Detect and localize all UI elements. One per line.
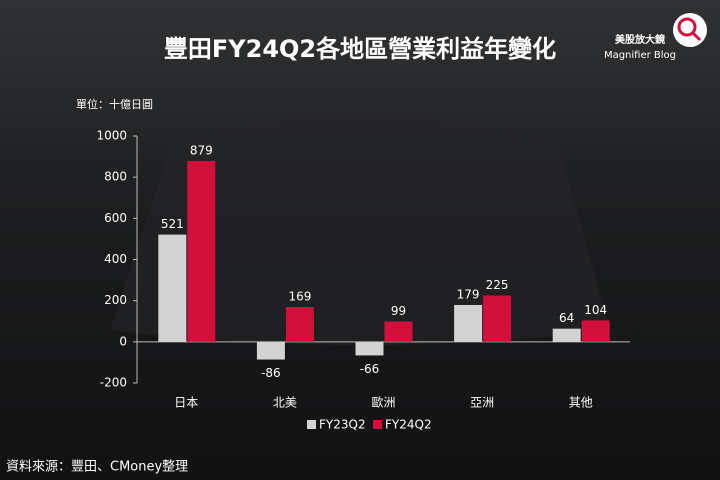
value-label: 521 xyxy=(161,217,184,231)
car-silhouette xyxy=(110,115,610,345)
legend-swatch xyxy=(307,420,316,429)
source: 資料來源：豐田、CMoney整理 xyxy=(6,460,188,475)
value-label: 99 xyxy=(391,304,406,318)
chart-title: 豐田FY24Q2各地區營業利益年變化 xyxy=(164,35,556,63)
brand-logo xyxy=(677,17,697,37)
bar xyxy=(355,341,384,356)
y-tick-label: 200 xyxy=(104,293,127,307)
value-label: -66 xyxy=(360,362,380,376)
value-label: 225 xyxy=(486,278,509,292)
bar xyxy=(581,320,610,342)
y-tick-label: 0 xyxy=(119,334,127,348)
bar xyxy=(552,328,581,342)
unit-label: 單位：十億日圓 xyxy=(76,97,153,111)
x-tick-label: 亞洲 xyxy=(470,396,494,410)
x-tick-label: 其他 xyxy=(569,396,593,410)
bar xyxy=(285,307,314,342)
legend-label: FY23Q2 xyxy=(319,418,366,432)
bar xyxy=(187,160,216,342)
bar xyxy=(483,295,512,342)
y-tick-label: 600 xyxy=(104,211,127,225)
value-label: 104 xyxy=(584,303,607,317)
bar xyxy=(384,321,413,342)
y-tick-label: 800 xyxy=(104,170,127,184)
y-tick-label: 1000 xyxy=(96,129,127,143)
brand-logo xyxy=(691,31,702,42)
brand-tagline: Magnifier Blog xyxy=(604,50,676,61)
x-tick-label: 北美 xyxy=(273,396,297,410)
bar xyxy=(158,234,187,342)
value-label: -86 xyxy=(261,366,281,380)
value-label: 879 xyxy=(190,143,213,157)
bar xyxy=(256,341,285,360)
legend-label: FY24Q2 xyxy=(385,418,432,432)
brand: 美股放大鏡 xyxy=(615,33,665,46)
y-tick-label: -200 xyxy=(100,376,127,390)
legend-swatch xyxy=(373,420,382,429)
y-tick-label: 400 xyxy=(104,252,127,266)
value-label: 64 xyxy=(559,311,574,325)
x-tick-label: 歐洲 xyxy=(371,395,395,410)
bar xyxy=(454,304,483,342)
x-tick-label: 日本 xyxy=(174,396,198,410)
value-label: 179 xyxy=(457,287,480,301)
value-label: 169 xyxy=(288,290,311,304)
